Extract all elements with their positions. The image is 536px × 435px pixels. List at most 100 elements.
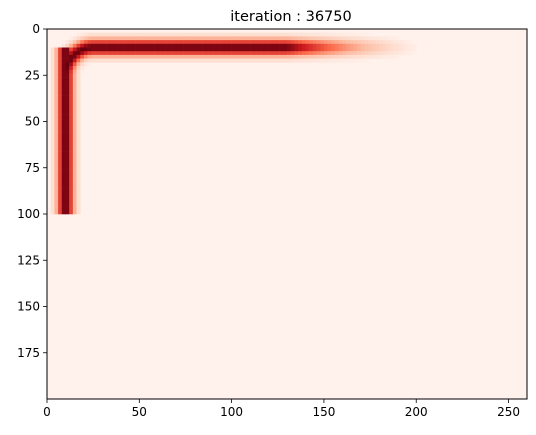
heatmap-cell bbox=[98, 51, 103, 56]
heatmap-cell bbox=[157, 32, 162, 37]
heatmap-cell bbox=[120, 58, 125, 63]
heatmap-cell bbox=[261, 40, 266, 45]
heatmap-cell bbox=[165, 43, 170, 48]
heatmap-cell bbox=[58, 103, 63, 107]
heatmap-cell bbox=[69, 114, 74, 119]
heatmap-cell bbox=[342, 58, 347, 63]
heatmap-cell bbox=[283, 51, 288, 56]
heatmap-cell bbox=[61, 188, 66, 193]
heatmap-cell bbox=[405, 43, 410, 48]
heatmap-cell bbox=[106, 51, 111, 56]
heatmap-cell bbox=[368, 51, 373, 56]
heatmap-cell bbox=[98, 54, 103, 59]
heatmap-cell bbox=[390, 51, 395, 56]
heatmap-cell bbox=[209, 47, 214, 52]
heatmap-cell bbox=[54, 202, 59, 207]
heatmap-cell bbox=[342, 51, 347, 56]
heatmap-cell bbox=[61, 51, 66, 56]
heatmap-cell bbox=[58, 58, 63, 63]
heatmap-cell bbox=[335, 36, 339, 41]
heatmap-cell bbox=[368, 36, 373, 41]
heatmap-cell bbox=[106, 54, 111, 59]
heatmap-cell bbox=[58, 169, 63, 174]
heatmap-cell bbox=[298, 32, 303, 37]
heatmap-cell bbox=[69, 184, 74, 189]
heatmap-cell bbox=[87, 51, 92, 56]
heatmap-cell bbox=[50, 195, 55, 200]
heatmap-cell bbox=[202, 47, 207, 52]
heatmap-cell bbox=[102, 36, 107, 41]
heatmap-cell bbox=[58, 47, 63, 52]
heatmap-cell bbox=[209, 40, 214, 45]
heatmap-cell bbox=[342, 36, 347, 41]
heatmap-cell bbox=[61, 199, 66, 204]
heatmap-cell bbox=[76, 195, 81, 200]
heatmap-cell bbox=[394, 54, 399, 59]
heatmap-cell bbox=[331, 58, 336, 63]
heatmap-cell bbox=[61, 106, 66, 111]
heatmap-cell bbox=[87, 32, 92, 37]
heatmap-cell bbox=[102, 51, 107, 56]
heatmap-cell bbox=[349, 58, 354, 63]
heatmap-cell bbox=[360, 36, 365, 41]
heatmap-cell bbox=[65, 151, 70, 156]
heatmap-cell bbox=[312, 58, 317, 63]
heatmap-cell bbox=[113, 58, 118, 63]
heatmap-cell bbox=[58, 210, 63, 215]
heatmap-cell bbox=[290, 54, 295, 59]
heatmap-cell bbox=[69, 43, 74, 48]
chart-title: iteration : 36750 bbox=[230, 9, 352, 25]
heatmap-cell bbox=[375, 43, 380, 48]
heatmap-cell bbox=[117, 36, 122, 41]
heatmap-cell bbox=[154, 47, 159, 52]
heatmap-cell bbox=[246, 47, 251, 52]
heatmap-cell bbox=[386, 51, 391, 56]
heatmap-cell bbox=[50, 99, 55, 104]
heatmap-cell bbox=[76, 202, 81, 207]
heatmap-cell bbox=[176, 58, 181, 63]
heatmap-cell bbox=[157, 36, 162, 41]
heatmap-cell bbox=[335, 58, 339, 63]
heatmap-cell bbox=[58, 132, 63, 137]
heatmap-cell bbox=[72, 117, 77, 122]
heatmap-cell bbox=[102, 58, 107, 63]
heatmap-cell bbox=[150, 36, 155, 41]
heatmap-cell bbox=[124, 47, 129, 52]
heatmap-cell bbox=[191, 51, 195, 56]
heatmap-cell bbox=[150, 58, 155, 63]
heatmap-cell bbox=[198, 43, 203, 48]
heatmap-cell bbox=[176, 54, 181, 59]
heatmap-background bbox=[47, 29, 527, 399]
heatmap-cell bbox=[72, 165, 77, 170]
heatmap-cell bbox=[98, 43, 103, 48]
heatmap-cell bbox=[253, 36, 258, 41]
heatmap-cell bbox=[135, 36, 140, 41]
heatmap-cell bbox=[364, 40, 369, 45]
heatmap-cell bbox=[120, 47, 125, 52]
heatmap-cell bbox=[91, 40, 96, 45]
heatmap-cell bbox=[95, 32, 99, 37]
heatmap-cell bbox=[242, 54, 247, 59]
heatmap-cell bbox=[76, 140, 81, 144]
heatmap-cell bbox=[198, 58, 203, 63]
heatmap-cell bbox=[135, 40, 140, 45]
heatmap-cell bbox=[87, 58, 92, 63]
heatmap-cell bbox=[253, 47, 258, 52]
heatmap-cell bbox=[91, 47, 96, 52]
heatmap-cell bbox=[91, 54, 96, 59]
heatmap-cell bbox=[95, 54, 99, 59]
heatmap-cell bbox=[72, 206, 77, 211]
heatmap-cell bbox=[242, 51, 247, 56]
heatmap-cell bbox=[50, 188, 55, 193]
heatmap-cell bbox=[209, 36, 214, 41]
heatmap-cell bbox=[161, 36, 166, 41]
heatmap-cell bbox=[198, 36, 203, 41]
heatmap-cell bbox=[183, 43, 188, 48]
heatmap-cell bbox=[179, 36, 184, 41]
heatmap-cell bbox=[109, 43, 114, 48]
heatmap-cell bbox=[61, 91, 66, 96]
heatmap-cell bbox=[72, 77, 77, 82]
heatmap-cell bbox=[80, 32, 85, 37]
heatmap-cell bbox=[187, 54, 192, 59]
heatmap-cell bbox=[54, 132, 59, 137]
